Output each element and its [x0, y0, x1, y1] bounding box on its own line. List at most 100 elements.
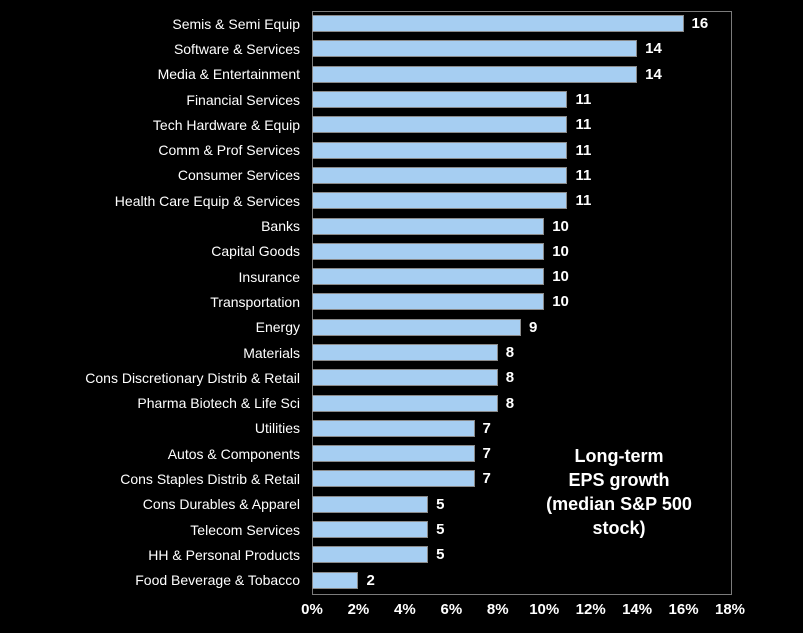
bar — [312, 344, 498, 361]
bar — [312, 521, 429, 539]
annotation-line: (median S&P 500 — [546, 494, 692, 514]
bar — [312, 445, 475, 463]
chart-row: Telecom Services 5 — [0, 517, 730, 542]
category-label: Cons Durables & Apparel — [142, 496, 300, 513]
bar — [312, 217, 545, 235]
bar — [312, 242, 545, 260]
category-label: Software & Services — [173, 40, 300, 57]
bar-track: 16 — [312, 11, 730, 36]
bar-value-label: 8 — [505, 394, 515, 412]
bar — [312, 141, 568, 159]
bar-value-label: 11 — [575, 141, 592, 159]
bar-track: 14 — [312, 36, 730, 61]
chart-row: Banks 10 — [0, 213, 730, 238]
bar — [312, 546, 429, 564]
annotation-line: Long-term — [574, 446, 664, 466]
category-label: Insurance — [238, 268, 300, 285]
bar-value-label: 7 — [482, 445, 491, 463]
category-label: Comm & Prof Services — [158, 142, 300, 159]
bar — [312, 166, 568, 184]
chart-row: Comm & Prof Services 11 — [0, 137, 730, 162]
chart-row: Insurance 10 — [0, 264, 730, 289]
bar-value-label: 9 — [529, 318, 538, 336]
bar-track: 8 — [312, 390, 730, 415]
bar — [312, 268, 545, 286]
chart-row: Utilities 7 — [0, 416, 730, 441]
category-label: Tech Hardware & Equip — [152, 116, 300, 133]
bar-value-label: 10 — [552, 242, 569, 260]
category-label: Pharma Biotech & Life Sci — [137, 395, 300, 412]
x-tick-label: 2% — [347, 601, 370, 618]
bar-track: 8 — [312, 340, 730, 365]
bar-track: 10 — [312, 289, 730, 314]
x-tick-label: 0% — [301, 601, 323, 618]
chart-annotation: Long-term EPS growth (median S&P 500 stock) — [529, 444, 709, 540]
bar-value-label: 8 — [505, 369, 515, 387]
category-label: Banks — [261, 218, 300, 235]
x-tick-label: 14% — [622, 601, 653, 618]
bar — [312, 470, 475, 488]
bar-track: 14 — [312, 62, 730, 87]
bar — [312, 91, 568, 109]
bar-track: 11 — [312, 87, 730, 112]
category-label: Financial Services — [186, 91, 300, 108]
bar — [312, 495, 429, 513]
bar-value-label: 8 — [505, 344, 515, 361]
annotation-line: EPS growth — [568, 470, 670, 490]
bar-value-label: 16 — [691, 15, 709, 33]
bar — [312, 116, 568, 134]
bar — [312, 192, 568, 210]
bar — [312, 394, 498, 412]
category-label: HH & Personal Products — [148, 546, 300, 563]
bar-track: 5 — [312, 492, 730, 517]
x-tick-label: 12% — [575, 601, 606, 618]
chart-row: Capital Goods 10 — [0, 239, 730, 264]
bar — [312, 40, 638, 58]
bar-track: 5 — [312, 517, 730, 542]
category-label: Cons Discretionary Distrib & Retail — [85, 369, 300, 386]
chart-row: Transportation 10 — [0, 289, 730, 314]
category-label: Food Beverage & Tobacco — [135, 572, 300, 589]
chart-row: Pharma Biotech & Life Sci 8 — [0, 390, 730, 415]
bar-track: 10 — [312, 264, 730, 289]
bar — [312, 293, 545, 311]
bar-value-label: 10 — [552, 268, 569, 286]
bar — [312, 571, 359, 589]
x-axis: 0% 2% 4% 6% 8% 10% 12% 14% 16% 18% — [301, 601, 745, 621]
bar-value-label: 5 — [436, 546, 445, 564]
category-label: Autos & Components — [167, 445, 300, 462]
bar — [312, 318, 521, 336]
chart-row: Food Beverage & Tobacco 2 — [0, 568, 730, 593]
category-label: Health Care Equip & Services — [114, 192, 300, 209]
bar-track: 11 — [312, 163, 730, 188]
category-label: Capital Goods — [211, 243, 300, 260]
chart-row: Financial Services 11 — [0, 87, 730, 112]
bar-value-label: 14 — [645, 40, 662, 58]
x-tick-label: 8% — [486, 601, 509, 618]
bar-track: 10 — [312, 239, 730, 264]
bar-track: 7 — [312, 416, 730, 441]
bar-track: 11 — [312, 188, 730, 213]
x-tick-label: 10% — [529, 601, 560, 618]
x-tick-label: 18% — [714, 601, 746, 618]
x-tick-label: 6% — [440, 601, 463, 618]
bar — [312, 65, 638, 83]
bar-value-label: 11 — [575, 91, 592, 109]
bar — [312, 419, 475, 437]
bar-track: 9 — [312, 315, 730, 340]
category-label: Cons Staples Distrib & Retail — [120, 470, 300, 487]
bar-value-label: 14 — [645, 65, 662, 83]
chart-row: Materials 8 — [0, 340, 730, 365]
chart-row: Consumer Services 11 — [0, 163, 730, 188]
chart-row: Cons Durables & Apparel 5 — [0, 492, 730, 517]
bar-value-label: 10 — [552, 217, 569, 235]
bar — [312, 369, 498, 387]
bar-track: 11 — [312, 112, 730, 137]
chart-row: Media & Entertainment 14 — [0, 62, 730, 87]
chart-row: Cons Staples Distrib & Retail 7 — [0, 466, 730, 491]
chart-row: Software & Services 14 — [0, 36, 730, 61]
bar-value-label: 5 — [436, 495, 445, 513]
chart-row: Energy 9 — [0, 315, 730, 340]
category-label: Transportation — [210, 293, 300, 310]
